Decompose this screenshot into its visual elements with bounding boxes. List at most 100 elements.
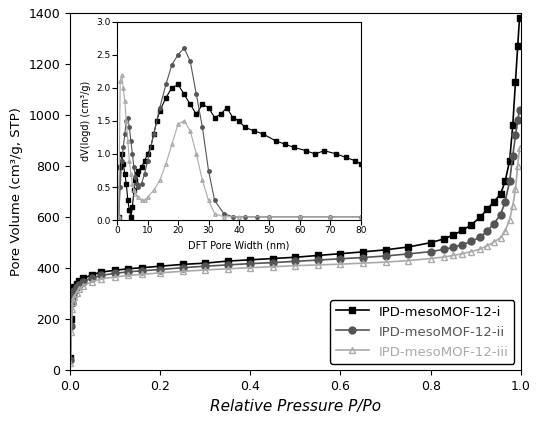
IPD-mesoMOF-12-ii [315, 258, 321, 263]
IPD-mesoMOF-12-i [315, 253, 321, 258]
IPD-mesoMOF-12-iii [502, 229, 509, 234]
IPD-mesoMOF-12-i [514, 43, 521, 48]
IPD-mesoMOF-12-ii [477, 234, 483, 240]
IPD-mesoMOF-12-ii [514, 117, 521, 123]
IPD-mesoMOF-12-iii [360, 261, 366, 266]
IPD-mesoMOF-12-ii [270, 260, 276, 265]
IPD-mesoMOF-12-i [112, 268, 118, 273]
IPD-mesoMOF-12-iii [139, 272, 145, 277]
Line: IPD-mesoMOF-12-ii: IPD-mesoMOF-12-ii [67, 106, 523, 364]
IPD-mesoMOF-12-ii [80, 279, 86, 284]
IPD-mesoMOF-12-ii [512, 133, 519, 138]
X-axis label: Relative Pressure P/Po: Relative Pressure P/Po [210, 399, 381, 414]
IPD-mesoMOF-12-ii [68, 323, 75, 328]
IPD-mesoMOF-12-i [70, 289, 76, 294]
IPD-mesoMOF-12-i [68, 317, 75, 322]
IPD-mesoMOF-12-iii [89, 279, 96, 284]
IPD-mesoMOF-12-i [510, 123, 516, 128]
IPD-mesoMOF-12-iii [506, 217, 513, 222]
IPD-mesoMOF-12-i [502, 179, 509, 184]
IPD-mesoMOF-12-iii [179, 269, 186, 274]
IPD-mesoMOF-12-iii [516, 146, 523, 151]
IPD-mesoMOF-12-i [71, 285, 77, 290]
IPD-mesoMOF-12-ii [157, 267, 163, 272]
IPD-mesoMOF-12-iii [292, 263, 299, 268]
IPD-mesoMOF-12-iii [112, 274, 118, 280]
IPD-mesoMOF-12-i [491, 199, 497, 204]
Y-axis label: Pore Volume (cm³/g, STP): Pore Volume (cm³/g, STP) [10, 107, 23, 276]
IPD-mesoMOF-12-ii [139, 268, 145, 273]
IPD-mesoMOF-12-iii [450, 253, 456, 258]
IPD-mesoMOF-12-iii [74, 290, 80, 295]
IPD-mesoMOF-12-iii [459, 251, 466, 256]
IPD-mesoMOF-12-i [477, 215, 483, 220]
IPD-mesoMOF-12-iii [270, 264, 276, 269]
IPD-mesoMOF-12-ii [441, 247, 447, 252]
IPD-mesoMOF-12-i [67, 355, 74, 360]
IPD-mesoMOF-12-i [74, 281, 80, 286]
IPD-mesoMOF-12-iii [80, 283, 86, 288]
IPD-mesoMOF-12-iii [405, 258, 411, 263]
Line: IPD-mesoMOF-12-iii: IPD-mesoMOF-12-iii [67, 145, 523, 366]
IPD-mesoMOF-12-i [247, 257, 253, 262]
IPD-mesoMOF-12-ii [510, 153, 516, 158]
IPD-mesoMOF-12-ii [450, 245, 456, 250]
IPD-mesoMOF-12-ii [382, 253, 389, 258]
IPD-mesoMOF-12-ii [70, 294, 76, 299]
IPD-mesoMOF-12-iii [98, 277, 105, 282]
IPD-mesoMOF-12-ii [337, 256, 344, 261]
IPD-mesoMOF-12-i [484, 207, 490, 212]
IPD-mesoMOF-12-ii [506, 179, 513, 184]
IPD-mesoMOF-12-iii [315, 262, 321, 267]
IPD-mesoMOF-12-i [337, 251, 344, 256]
IPD-mesoMOF-12-ii [112, 271, 118, 276]
IPD-mesoMOF-12-iii [382, 260, 389, 265]
IPD-mesoMOF-12-iii [441, 254, 447, 259]
IPD-mesoMOF-12-i [69, 294, 75, 299]
IPD-mesoMOF-12-i [450, 232, 456, 237]
IPD-mesoMOF-12-i [89, 272, 96, 277]
IPD-mesoMOF-12-ii [67, 358, 74, 363]
IPD-mesoMOF-12-i [427, 240, 434, 245]
IPD-mesoMOF-12-ii [89, 275, 96, 280]
IPD-mesoMOF-12-iii [514, 163, 521, 168]
IPD-mesoMOF-12-iii [484, 243, 490, 248]
IPD-mesoMOF-12-iii [468, 249, 475, 254]
IPD-mesoMOF-12-iii [427, 256, 434, 261]
IPD-mesoMOF-12-iii [477, 247, 483, 252]
IPD-mesoMOF-12-ii [405, 251, 411, 256]
IPD-mesoMOF-12-i [497, 192, 504, 197]
IPD-mesoMOF-12-i [202, 261, 208, 266]
IPD-mesoMOF-12-ii [179, 265, 186, 270]
IPD-mesoMOF-12-i [506, 158, 513, 163]
Line: IPD-mesoMOF-12-i: IPD-mesoMOF-12-i [67, 15, 523, 361]
IPD-mesoMOF-12-ii [292, 259, 299, 264]
IPD-mesoMOF-12-i [270, 256, 276, 261]
IPD-mesoMOF-12-i [516, 15, 523, 20]
IPD-mesoMOF-12-ii [247, 261, 253, 266]
IPD-mesoMOF-12-i [405, 245, 411, 250]
IPD-mesoMOF-12-i [360, 249, 366, 254]
IPD-mesoMOF-12-i [76, 279, 82, 284]
IPD-mesoMOF-12-iii [337, 261, 344, 266]
IPD-mesoMOF-12-i [441, 236, 447, 241]
IPD-mesoMOF-12-i [157, 264, 163, 269]
IPD-mesoMOF-12-ii [516, 107, 523, 112]
IPD-mesoMOF-12-iii [497, 235, 504, 240]
Legend: IPD-mesoMOF-12-i, IPD-mesoMOF-12-ii, IPD-mesoMOF-12-iii: IPD-mesoMOF-12-i, IPD-mesoMOF-12-ii, IPD… [330, 300, 514, 364]
IPD-mesoMOF-12-iii [491, 240, 497, 245]
IPD-mesoMOF-12-ii [69, 300, 75, 305]
IPD-mesoMOF-12-ii [98, 273, 105, 278]
IPD-mesoMOF-12-i [80, 276, 86, 281]
IPD-mesoMOF-12-ii [224, 262, 231, 267]
IPD-mesoMOF-12-ii [484, 229, 490, 234]
IPD-mesoMOF-12-ii [468, 239, 475, 244]
IPD-mesoMOF-12-i [382, 247, 389, 252]
IPD-mesoMOF-12-iii [157, 270, 163, 275]
IPD-mesoMOF-12-iii [67, 360, 74, 365]
IPD-mesoMOF-12-iii [70, 299, 76, 304]
IPD-mesoMOF-12-i [459, 228, 466, 233]
IPD-mesoMOF-12-i [512, 79, 519, 84]
IPD-mesoMOF-12-ii [502, 199, 509, 204]
IPD-mesoMOF-12-i [224, 258, 231, 264]
